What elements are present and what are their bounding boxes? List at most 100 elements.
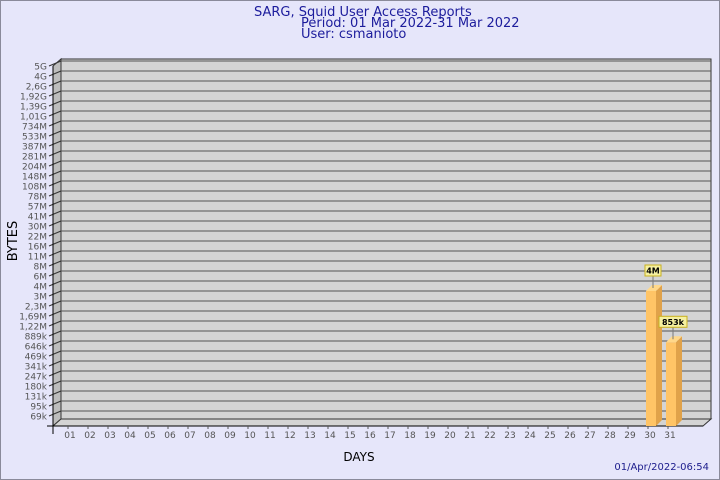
data-label: 853k <box>662 318 685 327</box>
y-tick-label: 6M <box>34 273 48 283</box>
plot-floor <box>51 418 713 427</box>
y-tick <box>48 150 62 157</box>
y-tick-label: 41M <box>28 213 47 223</box>
bar-top <box>646 285 662 291</box>
y-tick <box>48 200 62 207</box>
y-tick-label: 1,39G <box>20 103 47 113</box>
x-tick-label: 11 <box>264 431 275 441</box>
y-tick-label: 281M <box>22 153 47 163</box>
x-tick-label: 25 <box>544 431 555 441</box>
y-tick <box>48 290 62 297</box>
y-tick <box>48 80 62 87</box>
x-tick-label: 21 <box>464 431 475 441</box>
bar-top <box>666 336 682 343</box>
y-tick <box>48 380 62 387</box>
y-tick <box>48 370 62 377</box>
y-tick-label: 22M <box>28 233 47 243</box>
plot-back-wall <box>60 58 712 420</box>
x-tick-label: 09 <box>224 431 236 441</box>
x-tick-label: 28 <box>604 431 616 441</box>
y-tick <box>48 400 62 407</box>
y-tick <box>48 250 62 257</box>
y-tick <box>48 90 62 97</box>
y-tick-label: 148M <box>22 173 47 183</box>
x-tick-label: 06 <box>164 431 176 441</box>
y-tick <box>48 70 62 77</box>
y-tick <box>48 110 62 117</box>
y-tick-label: 2,6G <box>26 83 47 93</box>
y-tick-label: 1,69M <box>19 313 47 323</box>
bar-day-31 <box>666 342 676 426</box>
x-tick-label: 30 <box>644 431 656 441</box>
y-tick-label: 5G <box>34 63 47 73</box>
y-tick <box>48 320 62 327</box>
x-tick-label: 13 <box>304 431 315 441</box>
y-tick-label: 8M <box>34 263 48 273</box>
x-tick-label: 08 <box>204 431 216 441</box>
bar-day-30 <box>646 291 656 426</box>
data-label-box <box>658 315 688 328</box>
x-tick-label: 16 <box>364 431 376 441</box>
y-tick <box>48 310 62 317</box>
y-tick-label: 204M <box>22 163 47 173</box>
y-tick-label: 78M <box>28 193 47 203</box>
bar-side <box>656 285 662 426</box>
y-tick <box>48 100 62 107</box>
x-tick-label: 15 <box>344 431 355 441</box>
y-tick-label: 341k <box>25 363 48 373</box>
y-tick <box>48 260 62 267</box>
y-tick-label: 646k <box>25 343 48 353</box>
y-tick <box>48 220 62 227</box>
y-tick <box>48 350 62 357</box>
y-tick-label: 469k <box>25 353 48 363</box>
x-axis-label: DAYS <box>343 450 374 464</box>
x-tick-label: 27 <box>584 431 595 441</box>
y-tick-label: 4M <box>34 283 48 293</box>
y-tick-label: 16M <box>28 243 47 253</box>
x-tick-label: 24 <box>524 431 536 441</box>
y-tick <box>48 140 62 147</box>
generated-timestamp: 01/Apr/2022-06:54 <box>614 462 709 473</box>
data-label-box <box>644 264 662 277</box>
x-tick-label: 17 <box>384 431 395 441</box>
y-tick-label: 131k <box>25 393 48 403</box>
y-tick <box>48 130 62 137</box>
y-tick-label: 734M <box>22 123 47 133</box>
y-tick <box>48 160 62 167</box>
y-tick-label: 1,92G <box>20 93 47 103</box>
y-tick-label: 247k <box>25 373 48 383</box>
y-tick <box>48 170 62 177</box>
y-tick-label: 533M <box>22 133 47 143</box>
x-tick-label: 26 <box>564 431 576 441</box>
y-tick <box>48 210 62 217</box>
y-tick <box>48 390 62 397</box>
y-tick-label: 1,22M <box>19 323 47 333</box>
y-tick-label: 108M <box>22 183 47 193</box>
y-tick <box>48 340 62 347</box>
y-tick-label: 11M <box>28 253 47 263</box>
x-tick-label: 23 <box>504 431 515 441</box>
x-tick-label: 31 <box>664 431 675 441</box>
y-axis-label: BYTES <box>6 221 21 262</box>
bar-side <box>676 336 682 426</box>
x-tick-label: 18 <box>404 431 416 441</box>
y-tick <box>48 120 62 127</box>
x-tick-label: 19 <box>424 431 436 441</box>
y-tick-label: 57M <box>28 203 47 213</box>
y-tick-label: 180k <box>25 383 48 393</box>
y-tick-label: 387M <box>22 143 47 153</box>
x-tick-label: 22 <box>484 431 495 441</box>
x-tick-label: 03 <box>104 431 115 441</box>
x-tick-label: 12 <box>284 431 295 441</box>
y-tick <box>48 240 62 247</box>
y-tick-label: 2,3M <box>25 303 47 313</box>
y-tick-label: 3M <box>34 293 48 303</box>
x-tick-label: 10 <box>244 431 256 441</box>
y-tick-label: 30M <box>28 223 47 233</box>
x-tick-label: 07 <box>184 431 195 441</box>
y-tick-label: 4G <box>34 73 47 83</box>
chart-user: User: csmanioto <box>301 27 407 42</box>
y-tick-label: 95k <box>30 403 47 413</box>
